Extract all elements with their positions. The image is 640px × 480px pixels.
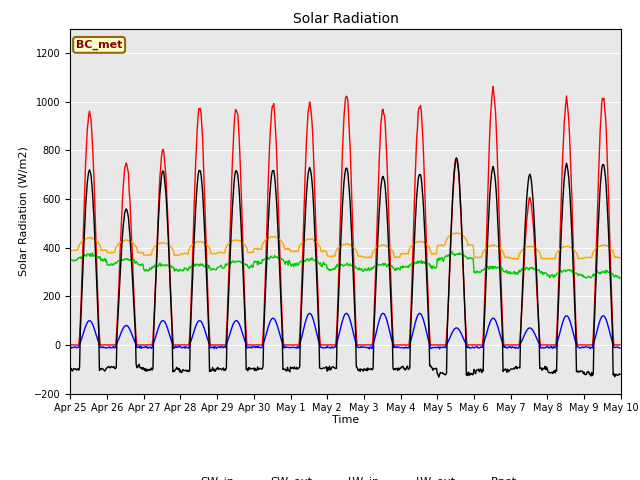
LW_out bbox=[133, 245, 141, 251]
Y-axis label: Solar Radiation (W/m2): Solar Radiation (W/m2) bbox=[19, 146, 29, 276]
Line: SW_out: SW_out bbox=[70, 313, 620, 349]
Rnet bbox=[428, 365, 436, 371]
Line: Rnet: Rnet bbox=[70, 158, 620, 377]
SW_out bbox=[67, 344, 74, 350]
LW_in bbox=[616, 276, 623, 281]
LW_in bbox=[67, 257, 74, 263]
Rnet bbox=[435, 374, 443, 380]
Rnet bbox=[67, 366, 74, 372]
LW_in bbox=[77, 254, 84, 260]
LW_out bbox=[412, 240, 420, 245]
Rnet bbox=[616, 372, 624, 377]
LW_in bbox=[189, 262, 196, 268]
LW_out bbox=[428, 252, 436, 257]
SW_out bbox=[133, 345, 141, 350]
SW_out bbox=[429, 345, 436, 350]
LW_out bbox=[454, 230, 462, 236]
LW_out bbox=[189, 241, 196, 247]
LW_out bbox=[67, 247, 74, 253]
Line: LW_out: LW_out bbox=[70, 233, 620, 259]
LW_out bbox=[77, 240, 84, 246]
Line: SW_in: SW_in bbox=[70, 86, 620, 345]
LW_in bbox=[218, 264, 226, 270]
LW_in bbox=[448, 249, 456, 254]
SW_in bbox=[218, 342, 226, 348]
LW_out bbox=[218, 250, 226, 255]
Legend: SW_in, SW_out, LW_in, LW_out, Rnet: SW_in, SW_out, LW_in, LW_out, Rnet bbox=[170, 472, 522, 480]
LW_in bbox=[428, 266, 436, 272]
SW_in bbox=[490, 84, 497, 89]
Text: BC_met: BC_met bbox=[76, 40, 122, 50]
SW_in bbox=[189, 250, 196, 255]
SW_out bbox=[218, 343, 226, 349]
SW_out bbox=[413, 315, 420, 321]
Title: Solar Radiation: Solar Radiation bbox=[292, 12, 399, 26]
SW_in bbox=[77, 318, 84, 324]
SW_in bbox=[412, 154, 420, 160]
SW_in bbox=[428, 342, 436, 348]
Rnet bbox=[218, 367, 226, 372]
Rnet bbox=[77, 328, 84, 334]
SW_out bbox=[77, 339, 84, 345]
SW_in bbox=[133, 342, 141, 348]
SW_out bbox=[306, 311, 314, 316]
Line: LW_in: LW_in bbox=[70, 252, 620, 278]
LW_in bbox=[412, 260, 420, 265]
LW_out bbox=[616, 255, 624, 261]
Rnet bbox=[133, 365, 141, 371]
SW_out bbox=[616, 345, 624, 351]
X-axis label: Time: Time bbox=[332, 415, 359, 425]
LW_in bbox=[616, 275, 624, 281]
Rnet bbox=[189, 272, 196, 278]
LW_out bbox=[546, 256, 554, 262]
LW_in bbox=[133, 260, 141, 265]
SW_out bbox=[189, 333, 196, 338]
SW_in bbox=[67, 342, 74, 348]
SW_in bbox=[616, 342, 624, 348]
Rnet bbox=[452, 155, 460, 161]
SW_out bbox=[436, 346, 444, 352]
Rnet bbox=[412, 206, 420, 212]
